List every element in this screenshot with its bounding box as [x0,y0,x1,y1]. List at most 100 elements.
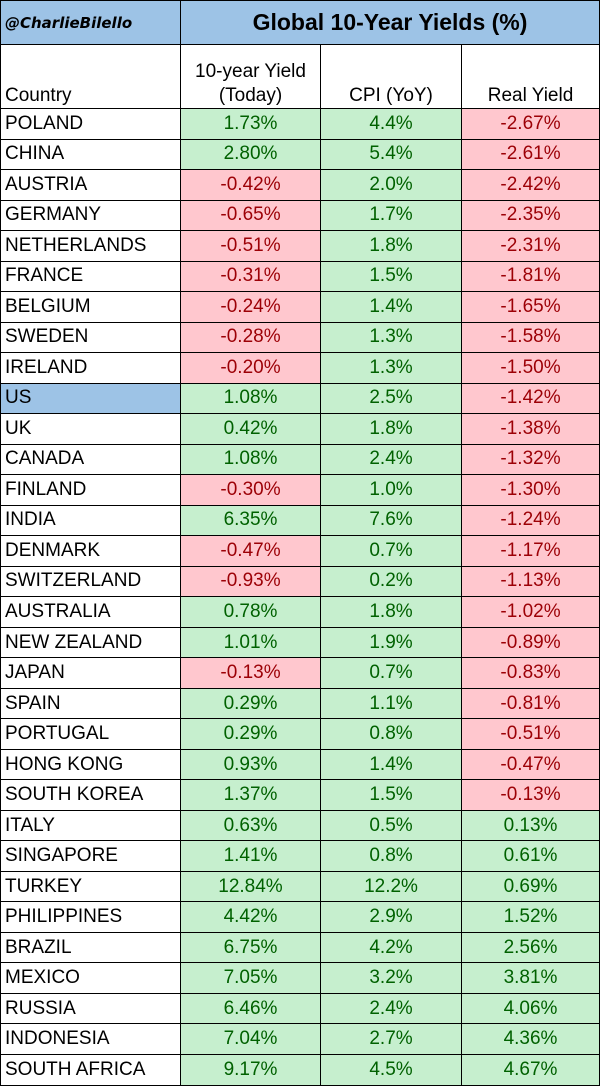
cpi-cell: 0.2% [320,565,462,598]
cpi-cell: 2.5% [320,382,462,415]
yield-cell: -0.42% [180,169,321,201]
column-header-yield: 10-year Yield (Today) [180,44,321,109]
table-row: US 1.08% 2.5% -1.42% [0,382,600,415]
table-row: NETHERLANDS -0.51% 1.8% -2.31% [0,230,600,262]
country-cell: CHINA [0,138,181,171]
yield-cell: -0.47% [180,535,321,567]
cpi-cell: 2.4% [320,992,462,1025]
real-yield-cell: -1.30% [461,474,600,506]
country-cell: FINLAND [0,474,181,506]
cpi-cell: 3.2% [320,962,462,994]
real-yield-cell: 4.36% [461,1023,600,1055]
country-cell: NETHERLANDS [0,230,181,262]
cpi-cell: 1.3% [320,321,462,354]
real-yield-cell: 2.56% [461,931,600,964]
country-cell: AUSTRIA [0,169,181,201]
real-yield-cell: -1.38% [461,413,600,445]
column-header-real-yield-label: Real Yield [487,85,574,106]
table-row: AUSTRALIA 0.78% 1.8% -1.02% [0,596,600,628]
yield-cell: 1.08% [180,382,321,415]
table-row: TURKEY 12.84% 12.2% 0.69% [0,870,600,903]
real-yield-cell: -0.47% [461,748,600,781]
table-row: HONG KONG 0.93% 1.4% -0.47% [0,748,600,781]
table-row: GERMANY -0.65% 1.7% -2.35% [0,199,600,232]
table-row: BRAZIL 6.75% 4.2% 2.56% [0,931,600,964]
real-yield-cell: 0.13% [461,809,600,842]
column-header-cpi: CPI (YoY) [320,44,462,109]
table-body: POLAND 1.73% 4.4% -2.67% CHINA 2.80% 5.4% -2.61… [0,108,600,1086]
cpi-cell: 0.8% [320,718,462,750]
real-yield-cell: -1.32% [461,443,600,476]
yield-cell: -0.51% [180,230,321,262]
real-yield-cell: -0.13% [461,779,600,811]
cpi-cell: 7.6% [320,504,462,537]
yield-cell: -0.20% [180,352,321,384]
column-header-real-yield: Real Yield [461,44,600,109]
column-header-country: Country [0,44,181,109]
country-cell: HONG KONG [0,748,181,781]
real-yield-cell: -2.67% [461,108,600,140]
column-header-yield-line1: 10-year Yield [195,61,306,82]
cpi-cell: 1.5% [320,260,462,293]
country-cell: UK [0,413,181,445]
country-cell: US [0,382,181,415]
country-cell: PORTUGAL [0,718,181,750]
column-header-row: Country 10-year Yield (Today) CPI (YoY) … [0,44,600,109]
table-row: RUSSIA 6.46% 2.4% 4.06% [0,992,600,1025]
country-cell: SINGAPORE [0,840,181,872]
yield-cell: 6.35% [180,504,321,537]
cpi-cell: 0.8% [320,840,462,872]
table-row: PHILIPPINES 4.42% 2.9% 1.52% [0,901,600,933]
cpi-cell: 0.7% [320,657,462,689]
real-yield-cell: 4.06% [461,992,600,1025]
cpi-cell: 12.2% [320,870,462,903]
country-cell: IRELAND [0,352,181,384]
yield-cell: 1.37% [180,779,321,811]
cpi-cell: 1.8% [320,413,462,445]
column-header-cpi-label: CPI (YoY) [349,85,433,106]
table-row: FRANCE -0.31% 1.5% -1.81% [0,260,600,293]
table-row: UK 0.42% 1.8% -1.38% [0,413,600,445]
cpi-cell: 2.4% [320,443,462,476]
yield-cell: 6.46% [180,992,321,1025]
real-yield-cell: 0.69% [461,870,600,903]
table-row: SOUTH KOREA 1.37% 1.5% -0.13% [0,779,600,811]
yield-cell: 0.29% [180,718,321,750]
cpi-cell: 4.4% [320,108,462,140]
country-cell: DENMARK [0,535,181,567]
country-cell: NEW ZEALAND [0,626,181,659]
cpi-cell: 2.7% [320,1023,462,1055]
yield-cell: 0.42% [180,413,321,445]
cpi-cell: 1.4% [320,291,462,323]
real-yield-cell: -1.58% [461,321,600,354]
real-yield-cell: -1.42% [461,382,600,415]
country-cell: PHILIPPINES [0,901,181,933]
yield-cell: -0.13% [180,657,321,689]
yield-cell: 0.78% [180,596,321,628]
cpi-cell: 1.3% [320,352,462,384]
country-cell: INDIA [0,504,181,537]
table-row: SWITZERLAND -0.93% 0.2% -1.13% [0,565,600,598]
column-header-yield-line2: (Today) [218,85,283,106]
title-row: @CharlieBilello Global 10-Year Yields (%… [0,0,600,45]
yield-cell: 1.73% [180,108,321,140]
cpi-cell: 0.5% [320,809,462,842]
country-cell: INDONESIA [0,1023,181,1055]
yield-cell: 12.84% [180,870,321,903]
country-cell: SOUTH KOREA [0,779,181,811]
country-cell: CANADA [0,443,181,476]
cpi-cell: 1.4% [320,748,462,781]
real-yield-cell: -1.81% [461,260,600,293]
yield-cell: -0.30% [180,474,321,506]
yield-cell: 6.75% [180,931,321,964]
yield-cell: 0.29% [180,687,321,720]
cpi-cell: 1.8% [320,596,462,628]
real-yield-cell: -1.17% [461,535,600,567]
table-row: DENMARK -0.47% 0.7% -1.17% [0,535,600,567]
country-cell: BELGIUM [0,291,181,323]
table-row: FINLAND -0.30% 1.0% -1.30% [0,474,600,506]
table-row: AUSTRIA -0.42% 2.0% -2.42% [0,169,600,201]
real-yield-cell: -1.24% [461,504,600,537]
yield-cell: -0.65% [180,199,321,232]
table-row: INDONESIA 7.04% 2.7% 4.36% [0,1023,600,1055]
